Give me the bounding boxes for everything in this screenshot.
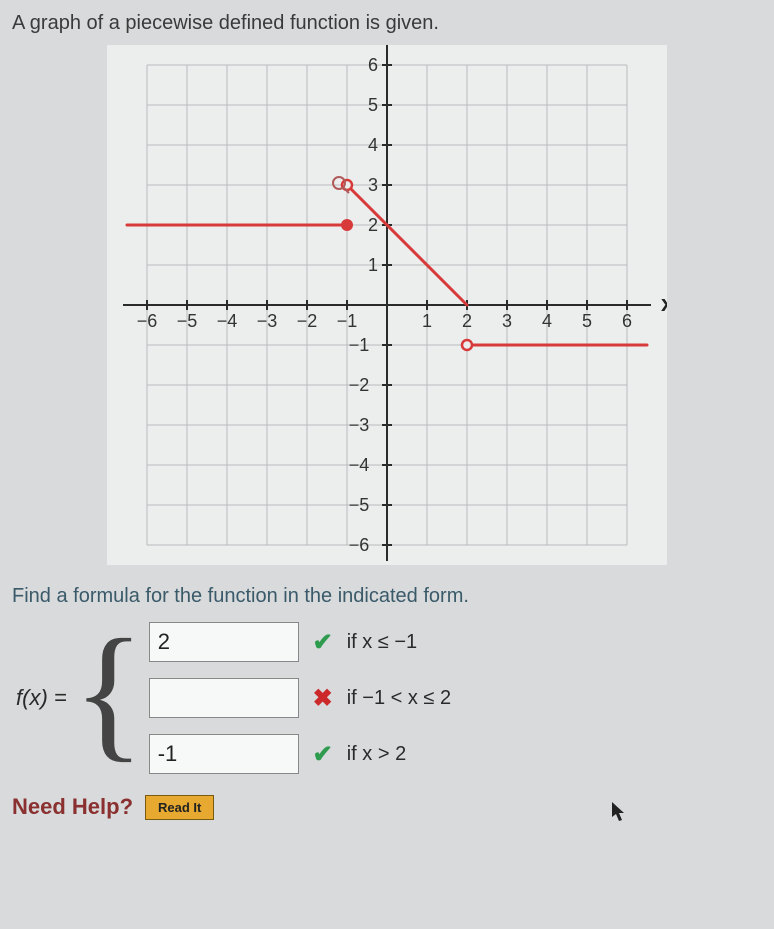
condition-text: if x ≤ −1 xyxy=(347,631,417,654)
svg-text:4: 4 xyxy=(542,311,552,331)
answer-rows: ✔ if x ≤ −1 ✖ if −1 < x ≤ 2 ✔ if x > 2 xyxy=(149,622,451,774)
left-brace: { xyxy=(73,636,145,749)
help-row: Need Help? Read It xyxy=(12,794,762,820)
svg-text:1: 1 xyxy=(422,311,432,331)
graph-container: −6−5−4−3−2−1123456−6−5−4−3−2−1123456xy xyxy=(12,45,762,565)
svg-text:6: 6 xyxy=(622,311,632,331)
piecewise-function: f(x) = { ✔ if x ≤ −1 ✖ if −1 < x ≤ 2 ✔ if x >… xyxy=(16,622,762,774)
svg-text:2: 2 xyxy=(368,215,378,235)
check-icon: ✔ xyxy=(311,628,335,657)
instruction-text: Find a formula for the function in the i… xyxy=(12,585,762,608)
svg-text:−1: −1 xyxy=(349,335,370,355)
answer-row: ✔ if x ≤ −1 xyxy=(149,622,451,662)
mouse-cursor-icon xyxy=(612,802,628,827)
svg-text:−6: −6 xyxy=(349,535,370,555)
question-prompt: A graph of a piecewise defined function … xyxy=(12,12,762,35)
svg-text:−3: −3 xyxy=(349,415,370,435)
svg-text:1: 1 xyxy=(368,255,378,275)
svg-text:−4: −4 xyxy=(349,455,370,475)
condition-text: if −1 < x ≤ 2 xyxy=(347,687,451,710)
svg-text:−4: −4 xyxy=(217,311,238,331)
function-label: f(x) = xyxy=(16,685,67,711)
condition-text: if x > 2 xyxy=(347,743,406,766)
svg-text:5: 5 xyxy=(368,95,378,115)
svg-text:2: 2 xyxy=(462,311,472,331)
svg-text:x: x xyxy=(661,291,667,316)
svg-text:−2: −2 xyxy=(349,375,370,395)
svg-text:−5: −5 xyxy=(177,311,198,331)
answer-input-1[interactable] xyxy=(149,622,299,662)
check-icon: ✔ xyxy=(311,740,335,769)
svg-text:5: 5 xyxy=(582,311,592,331)
svg-text:−2: −2 xyxy=(297,311,318,331)
x-icon: ✖ xyxy=(311,684,335,713)
svg-text:−5: −5 xyxy=(349,495,370,515)
svg-text:−3: −3 xyxy=(257,311,278,331)
svg-text:−1: −1 xyxy=(337,311,358,331)
svg-text:3: 3 xyxy=(502,311,512,331)
piecewise-graph: −6−5−4−3−2−1123456−6−5−4−3−2−1123456xy xyxy=(107,45,667,565)
svg-text:−6: −6 xyxy=(137,311,158,331)
svg-text:3: 3 xyxy=(368,175,378,195)
need-help-label: Need Help? xyxy=(12,794,133,820)
svg-text:6: 6 xyxy=(368,55,378,75)
svg-text:4: 4 xyxy=(368,135,378,155)
read-it-button[interactable]: Read It xyxy=(145,795,214,820)
answer-input-2[interactable] xyxy=(149,678,299,718)
answer-row: ✖ if −1 < x ≤ 2 xyxy=(149,678,451,718)
answer-input-3[interactable] xyxy=(149,734,299,774)
answer-row: ✔ if x > 2 xyxy=(149,734,451,774)
